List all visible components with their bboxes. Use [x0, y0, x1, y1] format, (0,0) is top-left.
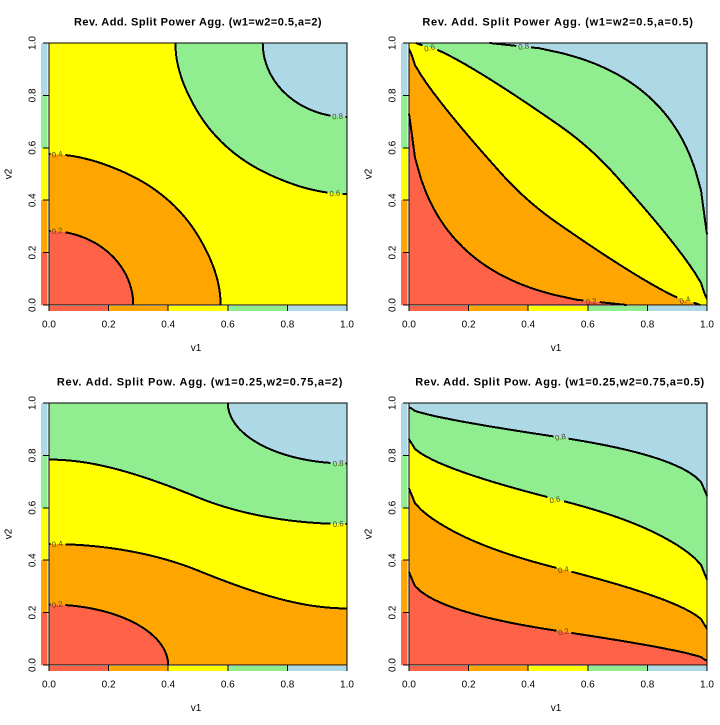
- svg-text:0.2: 0.2: [102, 680, 116, 691]
- svg-text:0.2: 0.2: [28, 605, 39, 619]
- svg-text:0.6: 0.6: [332, 519, 343, 529]
- svg-text:0.8: 0.8: [280, 680, 294, 691]
- svg-text:0.6: 0.6: [28, 140, 39, 154]
- svg-text:Rev. Add. Split Power Agg. (w1: Rev. Add. Split Power Agg. (w1=w2=0.5,a=…: [74, 17, 322, 29]
- svg-text:0.4: 0.4: [678, 294, 692, 306]
- svg-text:0.2: 0.2: [462, 680, 476, 691]
- svg-text:1.0: 1.0: [28, 396, 39, 410]
- svg-text:0.0: 0.0: [388, 658, 399, 672]
- svg-text:0.4: 0.4: [557, 564, 570, 575]
- svg-text:0.4: 0.4: [161, 320, 175, 331]
- svg-text:0.8: 0.8: [640, 320, 654, 331]
- svg-text:0.6: 0.6: [329, 189, 340, 199]
- svg-text:0.4: 0.4: [28, 553, 39, 567]
- svg-text:0.6: 0.6: [581, 320, 595, 331]
- svg-text:0.6: 0.6: [388, 500, 399, 514]
- svg-text:0.4: 0.4: [521, 320, 535, 331]
- svg-text:0.0: 0.0: [388, 298, 399, 312]
- svg-text:1.0: 1.0: [28, 36, 39, 50]
- svg-text:0.0: 0.0: [42, 320, 56, 331]
- svg-text:v2: v2: [4, 528, 15, 539]
- svg-text:0.6: 0.6: [221, 320, 235, 331]
- svg-text:v1: v1: [551, 343, 562, 354]
- svg-text:0.6: 0.6: [549, 494, 561, 505]
- svg-text:0.0: 0.0: [402, 320, 416, 331]
- svg-text:0.4: 0.4: [161, 680, 175, 691]
- svg-text:0.4: 0.4: [388, 193, 399, 207]
- svg-text:1.0: 1.0: [700, 680, 714, 691]
- svg-text:1.0: 1.0: [340, 680, 354, 691]
- svg-text:v1: v1: [551, 703, 562, 714]
- svg-text:Rev. Add. Split Pow. Agg. (w1=: Rev. Add. Split Pow. Agg. (w1=0.25,w2=0.…: [57, 377, 343, 389]
- svg-text:1.0: 1.0: [388, 396, 399, 410]
- svg-text:0.6: 0.6: [221, 680, 235, 691]
- svg-text:Rev. Add. Split Power Agg. (w1: Rev. Add. Split Power Agg. (w1=w2=0.5,a=…: [422, 17, 693, 29]
- svg-text:0.4: 0.4: [51, 539, 64, 549]
- svg-text:0.2: 0.2: [585, 297, 597, 307]
- svg-text:0.2: 0.2: [28, 245, 39, 259]
- svg-text:1.0: 1.0: [388, 36, 399, 50]
- svg-text:0.8: 0.8: [640, 680, 654, 691]
- svg-text:0.2: 0.2: [102, 320, 116, 331]
- svg-text:0.8: 0.8: [388, 448, 399, 462]
- svg-text:0.8: 0.8: [332, 459, 344, 469]
- svg-text:0.8: 0.8: [280, 320, 294, 331]
- svg-text:0.4: 0.4: [521, 680, 535, 691]
- svg-text:v2: v2: [364, 528, 375, 539]
- svg-text:0.2: 0.2: [51, 226, 63, 236]
- svg-text:v2: v2: [364, 168, 375, 179]
- svg-text:0.2: 0.2: [51, 600, 63, 610]
- svg-text:0.0: 0.0: [28, 658, 39, 672]
- svg-text:0.2: 0.2: [557, 627, 569, 638]
- svg-text:0.2: 0.2: [462, 320, 476, 331]
- svg-text:0.0: 0.0: [402, 680, 416, 691]
- svg-text:0.8: 0.8: [28, 88, 39, 102]
- svg-text:0.6: 0.6: [581, 680, 595, 691]
- svg-text:0.0: 0.0: [42, 680, 56, 691]
- svg-text:1.0: 1.0: [340, 320, 354, 331]
- svg-text:0.6: 0.6: [388, 140, 399, 154]
- svg-text:Rev. Add. Split Pow. Agg. (w1=: Rev. Add. Split Pow. Agg. (w1=0.25,w2=0.…: [415, 377, 705, 389]
- svg-text:1.0: 1.0: [700, 320, 714, 331]
- svg-text:0.6: 0.6: [423, 42, 436, 53]
- svg-text:0.4: 0.4: [28, 193, 39, 207]
- svg-text:0.4: 0.4: [388, 553, 399, 567]
- svg-text:0.8: 0.8: [388, 88, 399, 102]
- svg-text:0.6: 0.6: [28, 500, 39, 514]
- svg-text:0.4: 0.4: [51, 149, 64, 160]
- svg-text:v1: v1: [191, 703, 202, 714]
- svg-text:0.2: 0.2: [388, 245, 399, 259]
- svg-text:v2: v2: [4, 168, 15, 179]
- svg-text:0.8: 0.8: [518, 41, 530, 51]
- svg-text:0.0: 0.0: [28, 298, 39, 312]
- svg-text:0.8: 0.8: [28, 448, 39, 462]
- svg-text:0.8: 0.8: [554, 432, 566, 443]
- svg-text:v1: v1: [191, 343, 202, 354]
- svg-text:0.8: 0.8: [332, 112, 343, 122]
- svg-text:0.2: 0.2: [388, 605, 399, 619]
